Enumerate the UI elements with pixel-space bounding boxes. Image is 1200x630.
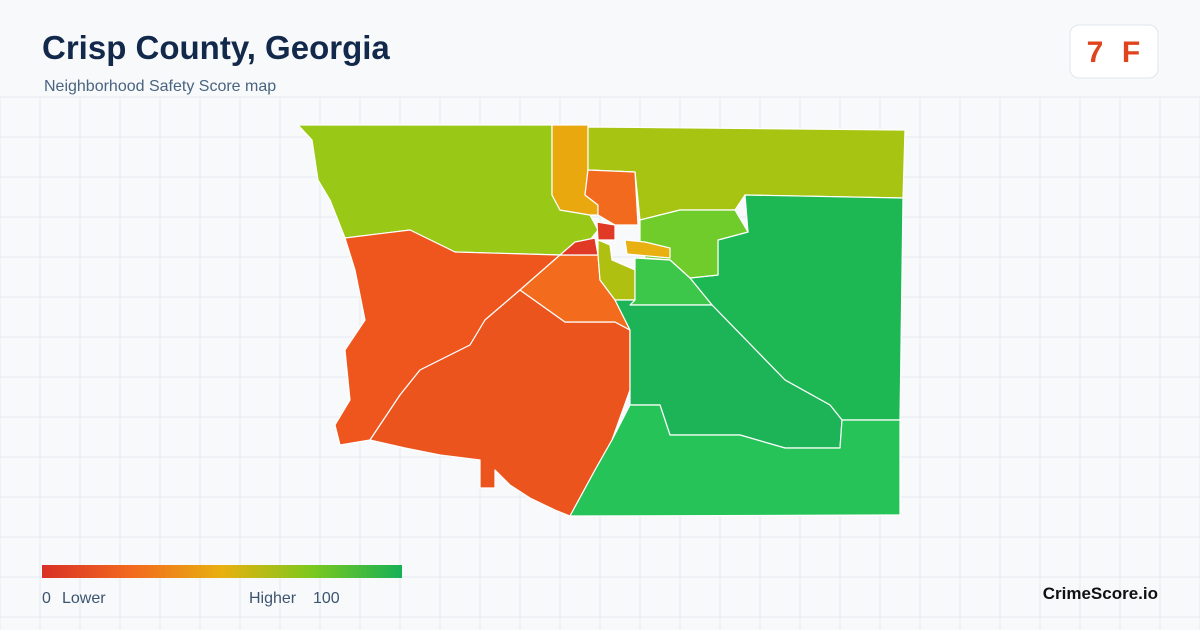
- region[interactable]: [624, 239, 671, 259]
- legend-max-label: Higher: [249, 590, 297, 607]
- legend-gradient: [42, 565, 402, 578]
- legend-max: 100: [313, 590, 340, 607]
- grade: F: [1122, 36, 1140, 69]
- region[interactable]: [559, 237, 599, 256]
- badge-box: [1069, 24, 1159, 79]
- legend-min: 0: [42, 590, 51, 607]
- brand: CrimeScore.io: [1043, 584, 1158, 603]
- county-map: [297, 124, 906, 517]
- legend-min-label: Lower: [62, 590, 106, 607]
- subtitle: Neighborhood Safety Score map: [44, 78, 276, 95]
- region[interactable]: [584, 169, 639, 226]
- region[interactable]: [569, 404, 901, 517]
- legend: 0 Lower Higher 100: [42, 565, 402, 607]
- score-badge: 7 F: [1069, 24, 1159, 79]
- score: 7: [1087, 36, 1104, 69]
- region[interactable]: [596, 221, 616, 241]
- title: Crisp County, Georgia: [42, 29, 390, 66]
